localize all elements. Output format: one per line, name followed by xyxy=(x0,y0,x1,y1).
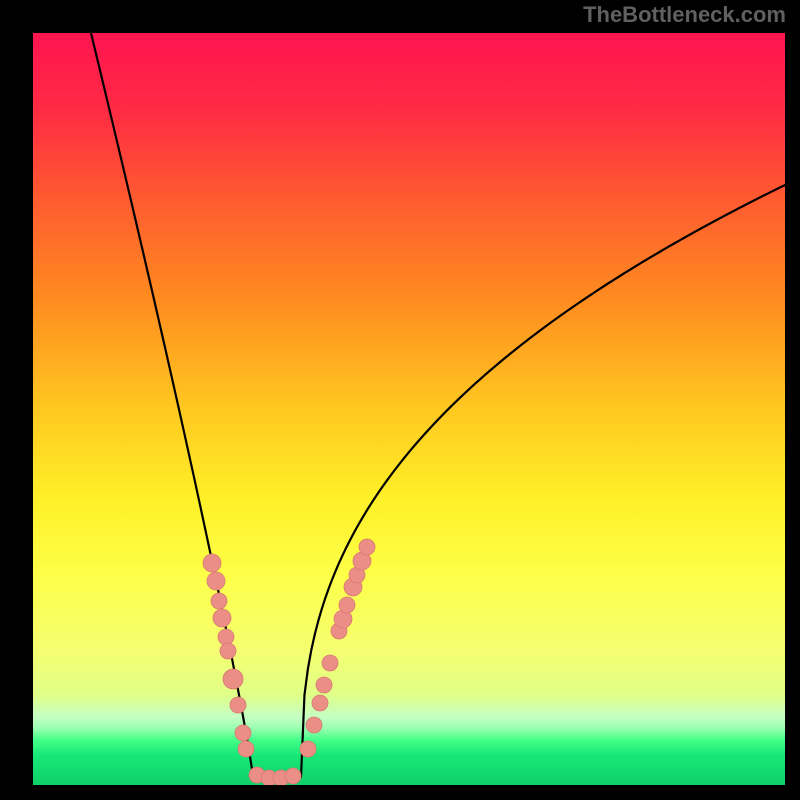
marker-bottom xyxy=(285,768,301,784)
marker-left xyxy=(207,572,225,590)
marker-left xyxy=(235,725,251,741)
gradient-background xyxy=(33,33,785,785)
marker-right xyxy=(306,717,322,733)
marker-left xyxy=(220,643,236,659)
chart-svg xyxy=(0,0,800,800)
marker-right xyxy=(339,597,355,613)
marker-left xyxy=(211,593,227,609)
marker-left xyxy=(223,669,243,689)
marker-left xyxy=(213,609,231,627)
marker-right xyxy=(312,695,328,711)
marker-left xyxy=(230,697,246,713)
marker-right xyxy=(316,677,332,693)
marker-right xyxy=(322,655,338,671)
marker-right xyxy=(359,539,375,555)
marker-left xyxy=(218,629,234,645)
marker-left xyxy=(238,741,254,757)
marker-left xyxy=(203,554,221,572)
marker-right xyxy=(300,741,316,757)
watermark-text: TheBottleneck.com xyxy=(583,2,786,28)
